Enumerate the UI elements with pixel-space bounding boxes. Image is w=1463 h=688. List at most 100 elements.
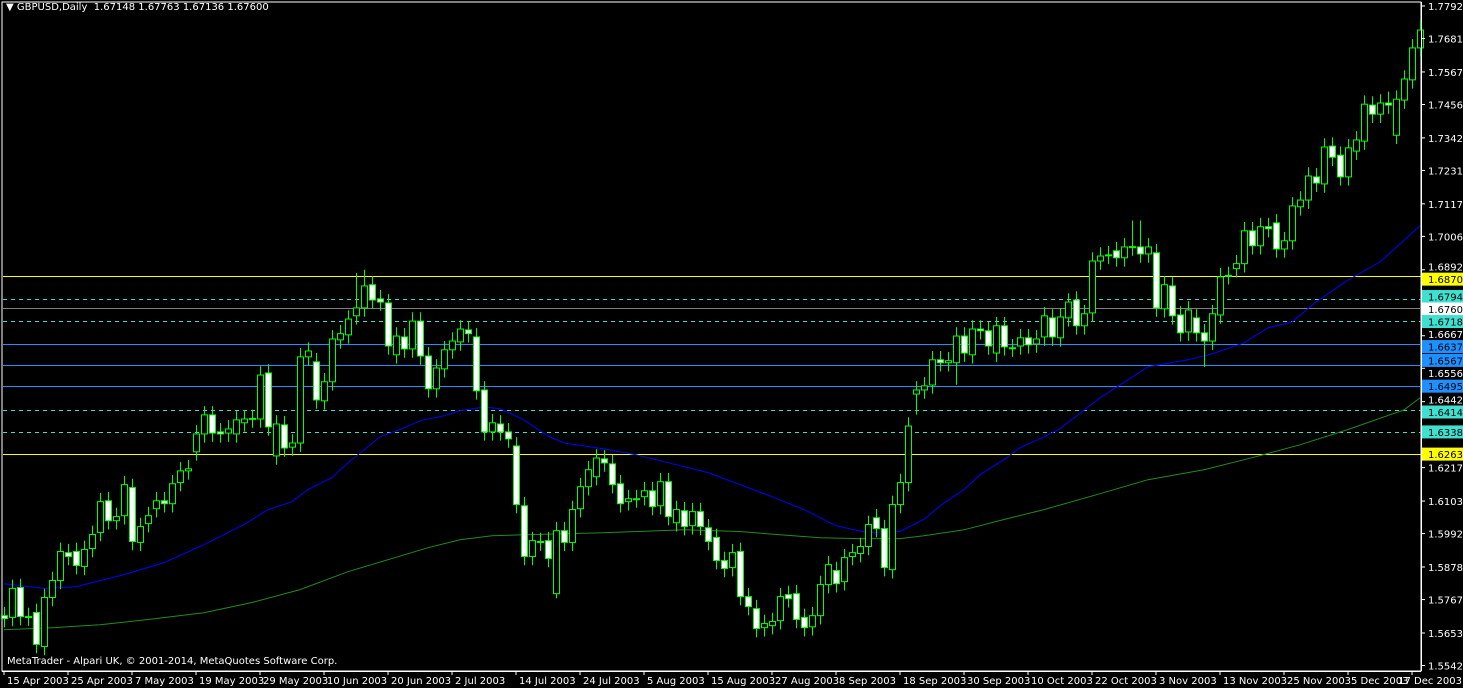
- candle: [585, 460, 592, 496]
- candle-body-bull: [849, 552, 856, 557]
- candle-body-bull: [1353, 139, 1360, 152]
- candle: [89, 525, 96, 558]
- candle-body-bear: [1137, 246, 1144, 255]
- candle-body-bull: [641, 490, 648, 498]
- candle-body-bear: [129, 487, 136, 543]
- candle: [1089, 252, 1096, 322]
- candle: [425, 347, 432, 398]
- candle: [785, 585, 792, 608]
- y-tick-label: 1.65560: [1428, 369, 1463, 380]
- candle: [241, 410, 248, 432]
- candle-body-bear: [425, 355, 432, 390]
- candle: [1329, 137, 1336, 167]
- candle-body-bull: [1233, 263, 1240, 270]
- candle-body-bear: [649, 490, 656, 508]
- candle: [1297, 191, 1304, 216]
- candle-body-bear: [721, 560, 728, 569]
- candle: [105, 491, 112, 530]
- candle-body-bull: [225, 428, 232, 434]
- x-tick-label: 25 Nov 2003: [1287, 676, 1351, 687]
- candle: [633, 489, 640, 508]
- level-price-label: 1.68709: [1428, 275, 1463, 286]
- candle-body-bear: [985, 330, 992, 347]
- candle-body-bear: [25, 616, 32, 619]
- candle-body-bull: [953, 335, 960, 364]
- candle-body-bull: [1161, 284, 1168, 310]
- level-price-label: 1.63389: [1428, 428, 1463, 439]
- candle-body-bull: [297, 356, 304, 444]
- candle-body-bull: [153, 500, 160, 510]
- candle: [449, 332, 456, 359]
- candle-body-bull: [761, 623, 768, 629]
- candle-body-bear: [417, 320, 424, 357]
- candle-body-bull: [1321, 146, 1328, 185]
- candle: [297, 348, 304, 452]
- level-price-tag: [1422, 447, 1463, 461]
- candle: [361, 269, 368, 317]
- candle: [865, 515, 872, 556]
- candle-body-bull: [657, 481, 664, 507]
- candle: [713, 528, 720, 570]
- candle-body-bear: [1105, 254, 1112, 257]
- candle: [113, 507, 120, 530]
- candle: [401, 328, 408, 358]
- candle: [1121, 238, 1128, 267]
- candle-body-bull: [305, 350, 312, 358]
- candle-body-bull: [321, 381, 328, 402]
- candle-body-bear: [401, 336, 408, 350]
- candle-body-bull: [913, 389, 920, 395]
- candle-body-bear: [705, 527, 712, 543]
- candle: [1073, 291, 1080, 335]
- x-tick-label: 5 Dec 2003: [1351, 676, 1409, 687]
- watermark: MetaTrader - Alpari UK, © 2001-2014, Met…: [7, 656, 338, 667]
- y-tick-label: 1.57670: [1428, 596, 1463, 607]
- candle: [505, 423, 512, 448]
- candle-body-bull: [489, 422, 496, 433]
- candle: [601, 450, 608, 472]
- y-tick-label: 1.64420: [1428, 395, 1463, 406]
- candle: [769, 612, 776, 635]
- candle: [945, 351, 952, 372]
- candle: [857, 537, 864, 563]
- candle: [841, 548, 848, 591]
- x-tick-label: 7 May 2003: [135, 676, 194, 687]
- candle: [1305, 167, 1312, 209]
- candle: [417, 312, 424, 365]
- candle: [65, 543, 72, 566]
- candle-body-bull: [1217, 276, 1224, 316]
- candle: [657, 472, 664, 515]
- candle: [321, 372, 328, 410]
- candle: [529, 531, 536, 566]
- candle-body-bull: [1241, 230, 1248, 265]
- candle: [833, 561, 840, 593]
- triangle-down-icon[interactable]: ▼: [6, 2, 14, 13]
- y-tick-label: 1.77920: [1428, 2, 1463, 13]
- candle: [1193, 309, 1200, 342]
- candle-body-bull: [337, 333, 344, 341]
- candle-body-bull: [185, 468, 192, 472]
- level-price-label: 1.64145: [1428, 408, 1463, 419]
- candle: [481, 381, 488, 441]
- candle: [849, 543, 856, 566]
- candle: [737, 542, 744, 606]
- candle: [257, 366, 264, 428]
- x-tick-label: 27 Aug 2003: [775, 676, 839, 687]
- x-tick-label: 18 Sep 2003: [903, 676, 966, 687]
- candle: [1177, 306, 1184, 342]
- candle-body-bear: [1009, 347, 1016, 350]
- candle: [1009, 338, 1016, 357]
- candle-body-bull: [993, 325, 1000, 354]
- candle-body-bull: [593, 457, 600, 478]
- candle-body-bull: [257, 374, 264, 420]
- candle-body-bull: [1097, 255, 1104, 262]
- candle-body-bear: [1169, 285, 1176, 317]
- candle: [17, 578, 24, 626]
- candle-body-bear: [665, 481, 672, 518]
- candle: [1241, 222, 1248, 273]
- candle-body-bear: [1025, 337, 1032, 346]
- candle: [721, 551, 728, 578]
- candle: [393, 327, 400, 364]
- candle-body-bull: [441, 349, 448, 370]
- candle: [409, 312, 416, 358]
